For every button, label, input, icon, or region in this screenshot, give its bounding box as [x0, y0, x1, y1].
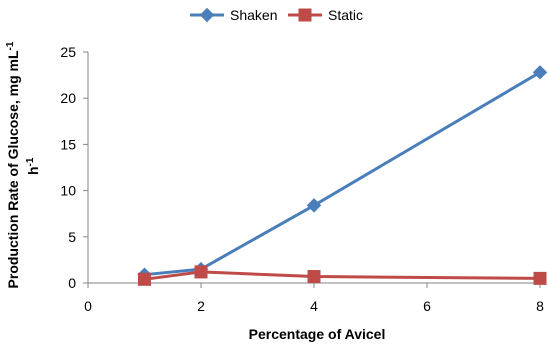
y-tick-label: 15 [60, 136, 76, 152]
series-shaken [137, 65, 548, 282]
y-axis-title-main: Production Rate of Glucose, mg mL [5, 50, 21, 288]
data-point-shaken [306, 198, 322, 213]
y-axis-title-sup1: -1 [5, 41, 16, 50]
x-tick-label: 0 [84, 298, 92, 314]
y-tick-label: 25 [60, 44, 76, 60]
x-tick-label: 6 [423, 298, 431, 314]
y-tick-label: 5 [68, 229, 76, 245]
series-line-shaken [144, 71, 541, 277]
series-layer [137, 65, 548, 286]
y-axis-title-h: h [25, 166, 41, 175]
svg-text:Production Rate of Glucose, mg: Production Rate of Glucose, mg mL-1 [5, 41, 22, 288]
axes: 0 5 10 15 20 25 0 2 4 6 8 [60, 44, 544, 314]
x-tick-label: 2 [197, 298, 205, 314]
y-axis-title-line2: h-1 [25, 157, 42, 175]
series-static [138, 265, 547, 286]
svg-text:h-1: h-1 [25, 157, 42, 175]
legend-marker-shaken [199, 7, 215, 23]
y-tick-label: 20 [60, 90, 76, 106]
x-tick-label: 4 [310, 298, 318, 314]
x-axis-title: Percentage of Avicel [249, 326, 386, 342]
data-point-static [138, 272, 151, 286]
y-tick-label: 0 [68, 275, 76, 291]
y-axis-title-sup2: -1 [25, 157, 36, 166]
legend: Shaken Static [190, 7, 363, 23]
series-line-static [144, 270, 541, 281]
y-axis-title: Production Rate of Glucose, mg mL-1 [5, 41, 22, 288]
data-point-shaken [532, 65, 548, 80]
data-point-static [307, 270, 321, 284]
legend-label-shaken: Shaken [230, 7, 277, 23]
legend-label-static: Static [328, 7, 363, 23]
data-point-static [533, 271, 547, 285]
x-tick-label: 8 [536, 298, 544, 314]
y-tick-label: 10 [60, 183, 76, 199]
legend-marker-static [298, 8, 312, 22]
data-point-static [194, 265, 208, 279]
